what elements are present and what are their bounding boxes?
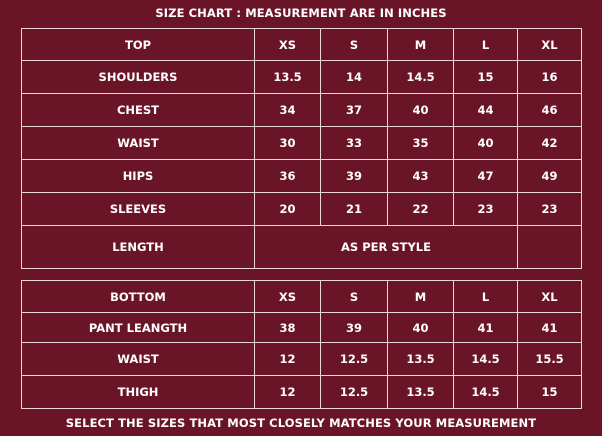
measurement: 15 [517,375,582,409]
measurement: 41 [517,312,582,343]
measurement: 40 [453,126,518,160]
row-label: SHOULDERS [21,60,255,94]
row-label: THIGH [21,375,255,409]
size-header: L [453,28,518,61]
measurement: 13.5 [254,60,321,94]
size-header: XS [254,280,321,313]
row-label: LENGTH [21,225,255,269]
measurement: 33 [320,126,388,160]
measurement: 47 [453,159,518,193]
measurement: 46 [517,93,582,127]
row-label: CHEST [21,93,255,127]
footer: SELECT THE SIZES THAT MOST CLOSELY MATCH… [65,416,537,430]
measurement: 41 [453,312,518,343]
measurement: AS PER STYLE [254,225,518,269]
section-header: BOTTOM [21,280,255,313]
measurement: 12.5 [320,375,388,409]
measurement: 43 [387,159,454,193]
row-label: HIPS [21,159,255,193]
measurement: 14 [320,60,388,94]
measurement: 15.5 [517,342,582,376]
measurement: 40 [387,312,454,343]
measurement: 39 [320,159,388,193]
measurement: 14.5 [387,60,454,94]
measurement: 49 [517,159,582,193]
measurement: 37 [320,93,388,127]
size-header: S [320,280,388,313]
measurement: 12 [254,375,321,409]
measurement: 13.5 [387,342,454,376]
row-label: WAIST [21,342,255,376]
measurement: 42 [517,126,582,160]
measurement: 34 [254,93,321,127]
measurement: 36 [254,159,321,193]
empty-cell [517,225,582,269]
size-header: XL [517,280,582,313]
measurement: 15 [453,60,518,94]
measurement: 39 [320,312,388,343]
measurement: 12.5 [320,342,388,376]
measurement: 16 [517,60,582,94]
measurement: 14.5 [453,342,518,376]
measurement: 23 [517,192,582,226]
measurement: 30 [254,126,321,160]
size-header: XL [517,28,582,61]
measurement: 22 [387,192,454,226]
measurement: 23 [453,192,518,226]
row-label: SLEEVES [21,192,255,226]
measurement: 13.5 [387,375,454,409]
size-header: XS [254,28,321,61]
size-header: M [387,280,454,313]
measurement: 14.5 [453,375,518,409]
size-header: M [387,28,454,61]
measurement: 38 [254,312,321,343]
measurement: 35 [387,126,454,160]
measurement: 21 [320,192,388,226]
title: SIZE CHART : MEASUREMENT ARE IN INCHES [155,6,447,20]
size-header: L [453,280,518,313]
measurement: 44 [453,93,518,127]
measurement: 40 [387,93,454,127]
measurement: 20 [254,192,321,226]
section-header: TOP [21,28,255,61]
size-header: S [320,28,388,61]
row-label: WAIST [21,126,255,160]
measurement: 12 [254,342,321,376]
row-label: PANT LEANGTH [21,312,255,343]
